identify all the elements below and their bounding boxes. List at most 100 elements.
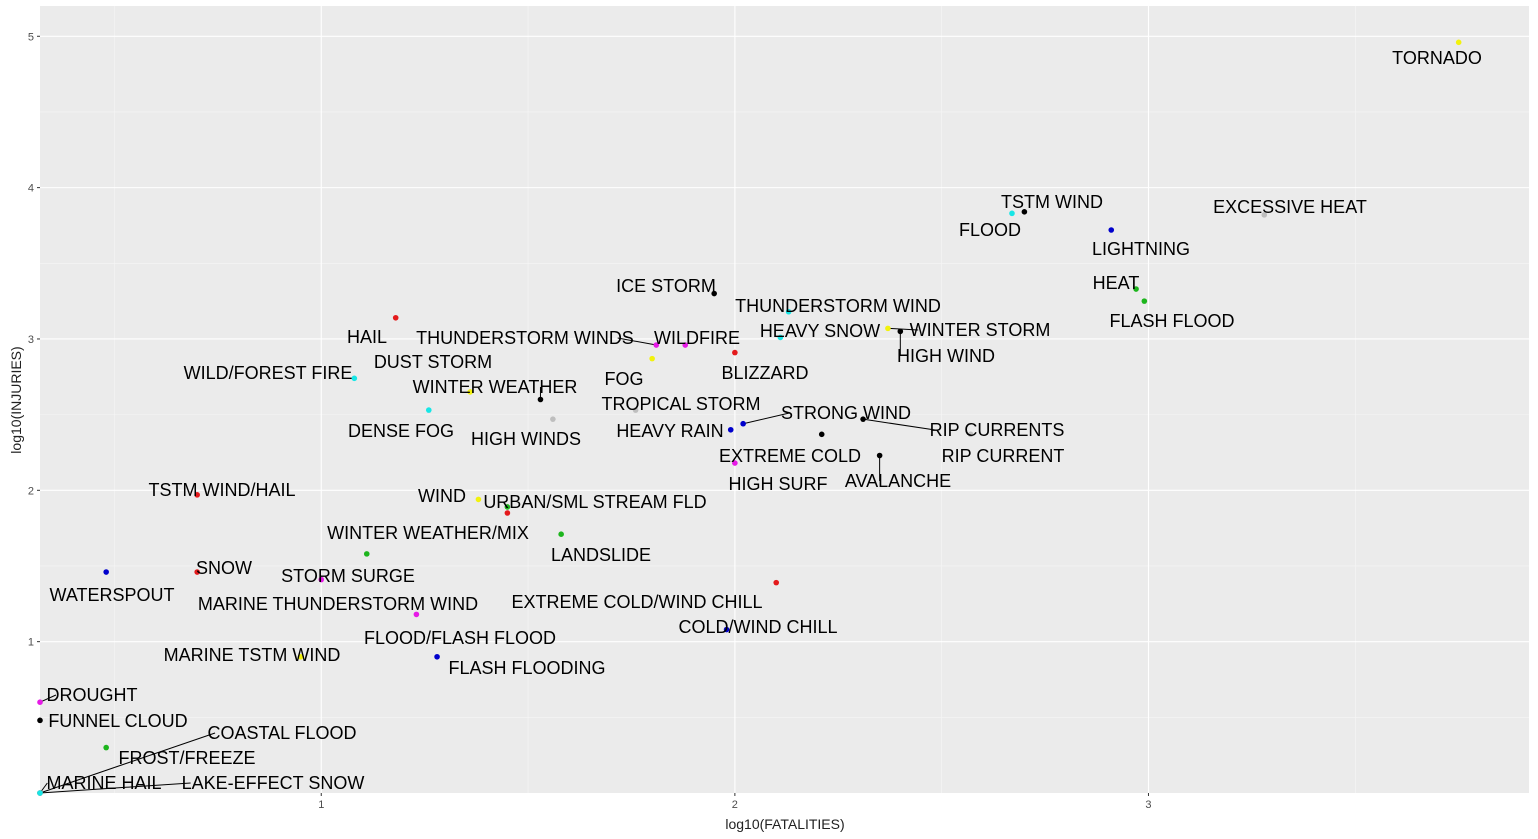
point-rip-currents [860, 416, 866, 422]
point-high-wind [897, 328, 904, 335]
point-flood [1009, 210, 1015, 217]
point-heavy-rain [727, 426, 734, 433]
leader-line-thunderstorm-winds [617, 337, 657, 346]
point-label-wind: WIND [418, 486, 466, 506]
point-label-coastal-flood: COASTAL FLOOD [207, 723, 356, 743]
point-label-rip-current: RIP CURRENT [942, 446, 1065, 466]
point-label-tropical-storm: TROPICAL STORM [601, 394, 760, 414]
leader-line-winter-storm [887, 327, 919, 331]
point-label-heavy-snow: HEAVY SNOW [760, 321, 880, 341]
point-label-flood-flash-flood: FLOOD/FLASH FLOOD [364, 628, 556, 648]
point-label-dense-fog: DENSE FOG [348, 421, 454, 441]
point-fog [649, 355, 655, 362]
data-points [37, 39, 1462, 796]
point-label-blizzard: BLIZZARD [721, 363, 808, 383]
point-label-avalanche: AVALANCHE [845, 471, 951, 491]
leader-line-lake-effect-snow [39, 782, 191, 794]
point-landslide [558, 531, 564, 537]
point-label-fog: FOG [605, 369, 644, 389]
point-hail [392, 314, 399, 321]
point-marine-thunderstorm-wind [318, 576, 325, 583]
point-labels: TORNADO EXCESSIVE HEAT TSTM WIND FLOOD LIGHT… [46, 48, 1481, 793]
point-wild-forest-fire [351, 375, 358, 382]
y-tick-label: 4 [28, 183, 34, 195]
point-flash-flood [1141, 298, 1148, 304]
point-label-thunderstorm-wind: THUNDERSTORM WIND [735, 296, 941, 316]
point-label-tstm-wind: TSTM WIND [1001, 192, 1103, 212]
point-high-winds [550, 416, 556, 422]
leader-line-drought [39, 694, 57, 703]
point-winter-weather-mix [504, 510, 511, 516]
point-label-storm-surge: STORM SURGE [281, 566, 415, 586]
point-drought [37, 699, 43, 705]
point-label-rip-currents: RIP CURRENTS [930, 420, 1065, 440]
point-strong-wind [740, 420, 746, 427]
y-tick-label: 1 [28, 637, 34, 649]
point-dense-fog [425, 407, 432, 413]
point-flood-flash-flood [413, 611, 420, 618]
point-tstm-wind [1021, 209, 1028, 215]
point-storm-surge [363, 551, 370, 557]
point-waterspout [103, 569, 109, 575]
point-ice-storm [711, 290, 717, 297]
point-tstm-wind-hail [194, 492, 200, 498]
point-label-flash-flooding: FLASH FLOODING [448, 658, 605, 678]
point-cold-wind-chill [723, 626, 730, 633]
point-label-heavy-rain: HEAVY RAIN [616, 421, 723, 441]
point-excessive-heat [1261, 212, 1268, 218]
point-thunderstorm-winds [653, 342, 660, 348]
x-tick-label: 3 [1145, 799, 1151, 811]
point-thunderstorm-wind [785, 308, 792, 315]
y-tick-label: 3 [28, 334, 34, 346]
point-lightning [1108, 227, 1115, 233]
label-leader-lines [39, 327, 936, 794]
point-heat [1133, 286, 1139, 292]
point-label-waterspout: WATERSPOUT [50, 585, 175, 605]
point-snow [194, 569, 200, 575]
point-label-lightning: LIGHTNING [1092, 239, 1190, 259]
point-label-high-wind: HIGH WIND [897, 346, 995, 366]
leader-line-coastal-flood [39, 732, 216, 794]
point-label-tornado: TORNADO [1392, 48, 1482, 68]
point-urban-sml-stream-fld [504, 504, 511, 510]
point-tropical-storm [632, 407, 639, 413]
y-tick-label: 5 [28, 31, 34, 43]
point-label-ice-storm: ICE STORM [616, 276, 716, 296]
point-label-snow: SNOW [196, 558, 252, 578]
point-label-dust-storm: DUST STORM [374, 352, 492, 372]
point-extreme-cold [818, 431, 825, 438]
x-tick-label: 2 [732, 799, 738, 811]
point-label-extreme-cold-wind-chill: EXTREME COLD/WIND CHILL [511, 592, 762, 612]
point-label-lake-effect-snow: LAKE-EFFECT SNOW [182, 773, 365, 793]
point-label-winter-storm: WINTER STORM [910, 320, 1051, 340]
point-label-urban-sml-stream-fld: URBAN/SML STREAM FLD [483, 492, 706, 512]
point-flash-flooding [434, 653, 440, 660]
point-label-marine-thunderstorm-wind: MARINE THUNDERSTORM WIND [198, 594, 478, 614]
point-label-high-surf: HIGH SURF [729, 474, 828, 494]
point-label-tstm-wind-hail: TSTM WIND/HAIL [149, 480, 296, 500]
point-label-marine-hail: MARINE HAIL [46, 773, 161, 793]
y-tick-label: 2 [28, 485, 34, 497]
point-label-winter-weather: WINTER WEATHER [413, 377, 578, 397]
point-funnel-cloud [37, 717, 43, 724]
y-axis-title: log10(INJURIES) [8, 346, 24, 453]
point-label-landslide: LANDSLIDE [551, 545, 651, 565]
point-label-marine-tstm-wind: MARINE TSTM WIND [164, 645, 341, 665]
point-label-wildfire: WILDFIRE [654, 328, 740, 348]
point-wind [475, 496, 482, 503]
point-label-funnel-cloud: FUNNEL CLOUD [48, 711, 187, 731]
point-winter-storm [885, 325, 891, 332]
point-lake-effect-snow [37, 790, 43, 796]
point-label-excessive-heat: EXCESSIVE HEAT [1213, 197, 1367, 217]
point-label-wild-forest-fire: WILD/FOREST FIRE [184, 363, 353, 383]
point-extreme-cold-wind-chill [773, 579, 780, 586]
point-label-high-winds: HIGH WINDS [471, 429, 581, 449]
leader-line-rip-currents [863, 418, 936, 431]
axis-ticks: 1 2 3 1 2 3 4 5 [28, 31, 1152, 811]
point-avalanche [876, 452, 883, 459]
point-winter-weather [537, 396, 544, 403]
point-wildfire [682, 342, 689, 348]
point-label-flood: FLOOD [959, 220, 1021, 240]
point-blizzard [732, 349, 738, 356]
